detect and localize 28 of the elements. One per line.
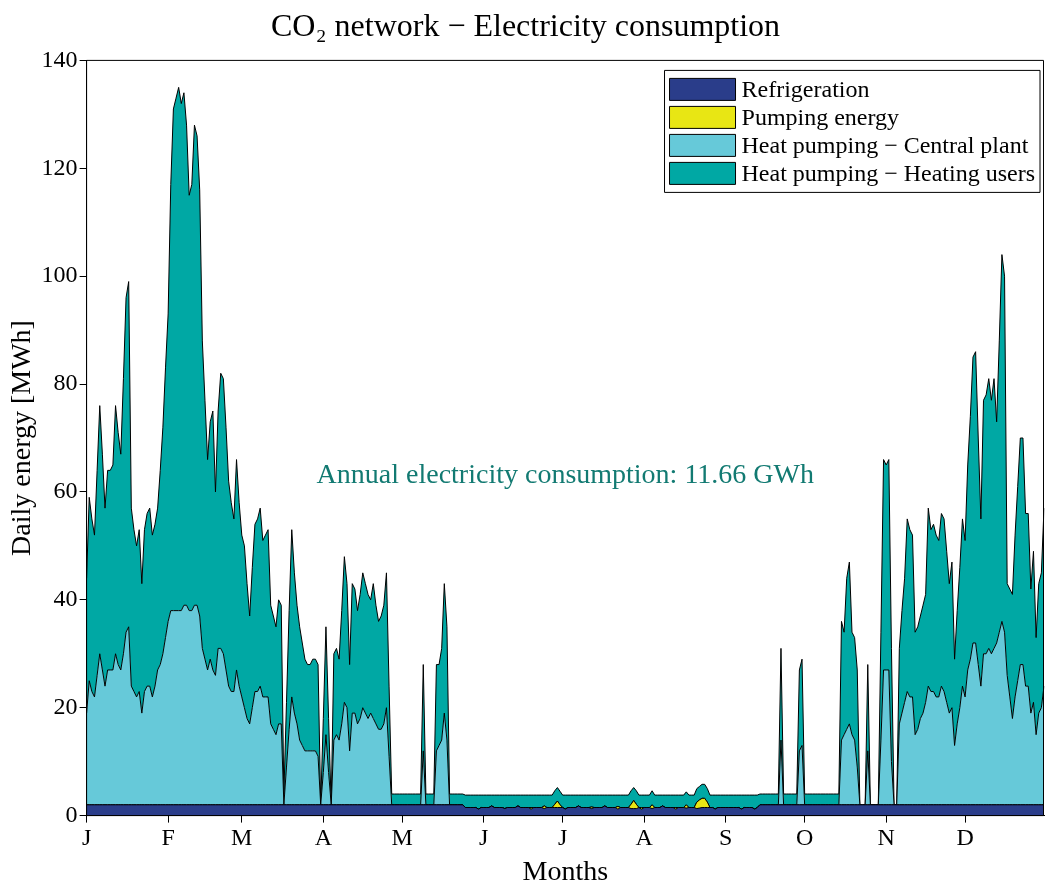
x-tick-label: N (877, 824, 895, 851)
legend-label: Refrigeration (741, 75, 870, 102)
x-tick-label: M (391, 824, 413, 851)
x-tick-label: F (161, 824, 175, 851)
y-tick-label: 0 (65, 800, 78, 827)
y-tick-label: 20 (53, 693, 78, 720)
y-tick-label: 40 (53, 585, 78, 612)
x-tick-label: J (558, 824, 568, 851)
x-tick-label: J (81, 824, 92, 851)
x-axis-title: Months (522, 854, 609, 886)
x-tick-label: J (479, 824, 489, 851)
x-tick-label: O (795, 824, 814, 851)
y-tick-label: 60 (53, 477, 78, 504)
annotation: Annual electricity consumption: 11.66 GWh (316, 458, 815, 490)
y-tick-label: 100 (41, 261, 78, 288)
y-tick-label: 140 (41, 45, 78, 72)
x-tick-label: M (231, 824, 253, 851)
x-tick-label: D (956, 824, 974, 851)
y-tick-label: 120 (41, 153, 78, 180)
legend-label: Heat pumping − Heating users (741, 159, 1036, 186)
chart-title: CO₂ network − Electricity consumption (270, 6, 781, 43)
legend-label: Heat pumping − Central plant (741, 131, 1029, 158)
legend-label: Pumping energy (741, 103, 900, 130)
y-axis-title: Daily energy [MWh] (5, 320, 37, 556)
x-tick-label: A (635, 824, 654, 851)
y-tick-label: 80 (53, 369, 78, 396)
x-tick-label: S (719, 824, 733, 851)
x-tick-label: A (314, 824, 333, 851)
